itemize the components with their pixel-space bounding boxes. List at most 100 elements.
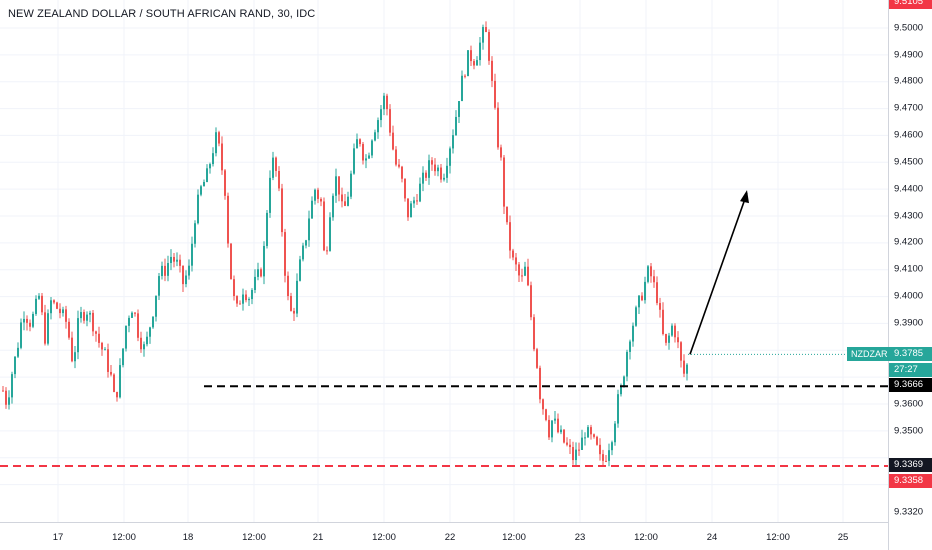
candle-body bbox=[665, 334, 667, 343]
candle-body bbox=[392, 132, 394, 150]
candle-body bbox=[431, 160, 433, 165]
candle-body bbox=[569, 444, 571, 448]
candle-body bbox=[206, 168, 208, 182]
candle-body bbox=[425, 172, 427, 178]
candle-body bbox=[362, 144, 364, 161]
candle-body bbox=[77, 318, 79, 353]
candle-body bbox=[332, 195, 334, 218]
candle-body bbox=[413, 200, 415, 204]
candle-body bbox=[401, 166, 403, 179]
candle-body bbox=[245, 294, 247, 301]
candle-body bbox=[176, 259, 178, 262]
candle-body bbox=[299, 259, 301, 281]
candle-body bbox=[341, 194, 343, 202]
candle-body bbox=[410, 203, 412, 218]
time-tick: 12:00 bbox=[766, 532, 790, 543]
candle-body bbox=[35, 298, 37, 314]
countdown-label: 27:27 bbox=[889, 363, 932, 377]
candle-body bbox=[8, 397, 10, 405]
candle-body bbox=[626, 351, 628, 377]
candle-body bbox=[185, 275, 187, 285]
time-axis[interactable]: 17 12:00 18 12:00 21 12:00 22 12:00 23 1… bbox=[0, 522, 888, 550]
candle-body bbox=[644, 281, 646, 301]
black-level-label: 9.3666 bbox=[889, 378, 932, 392]
candle-body bbox=[98, 333, 100, 343]
candle-body bbox=[434, 164, 436, 172]
candle-body bbox=[554, 418, 556, 421]
candle-body bbox=[56, 302, 58, 309]
price-tick: 9.4800 bbox=[894, 75, 924, 87]
candle-body bbox=[344, 201, 346, 206]
price-axis[interactable]: 9.5105 9.5000 9.4900 9.4800 9.4700 9.460… bbox=[888, 0, 932, 550]
candle-body bbox=[566, 442, 568, 445]
candle-body bbox=[110, 371, 112, 375]
candle-body bbox=[512, 250, 514, 258]
candle-body bbox=[560, 429, 562, 433]
price-tick: 9.4100 bbox=[894, 263, 924, 275]
candle-body bbox=[416, 200, 418, 202]
candle-body bbox=[650, 266, 652, 277]
candlestick-chart[interactable] bbox=[0, 0, 888, 522]
candle-body bbox=[53, 300, 55, 303]
red-level-lower-label: 9.3358 bbox=[889, 474, 932, 488]
candle-body bbox=[656, 282, 658, 304]
candle-body bbox=[515, 257, 517, 265]
candle-body bbox=[503, 157, 505, 207]
time-tick: 12:00 bbox=[372, 532, 396, 543]
chart-area[interactable]: NEW ZEALAND DOLLAR / SOUTH AFRICAN RAND,… bbox=[0, 0, 888, 522]
candle-body bbox=[602, 454, 604, 461]
candle-body bbox=[137, 313, 139, 338]
candle-body bbox=[470, 50, 472, 62]
candle-body bbox=[659, 303, 661, 310]
time-tick: 12:00 bbox=[502, 532, 526, 543]
candle-body bbox=[485, 27, 487, 33]
candle-body bbox=[209, 164, 211, 169]
candle-body bbox=[500, 147, 502, 158]
candle-body bbox=[239, 303, 241, 305]
candle-body bbox=[353, 148, 355, 174]
candle-body bbox=[95, 331, 97, 334]
price-tick: 9.5000 bbox=[894, 22, 924, 34]
candle-body bbox=[38, 295, 40, 299]
candle-body bbox=[677, 337, 679, 343]
candle-body bbox=[263, 245, 265, 277]
candle-body bbox=[359, 139, 361, 145]
time-tick: 17 bbox=[52, 532, 64, 543]
candle-body bbox=[179, 259, 181, 266]
candle-body bbox=[419, 183, 421, 202]
candle-body bbox=[65, 309, 67, 322]
candle-body bbox=[608, 450, 610, 461]
candle-body bbox=[158, 276, 160, 296]
candle-body bbox=[575, 449, 577, 461]
candle-body bbox=[224, 170, 226, 196]
candle-body bbox=[671, 325, 673, 336]
time-tick: 18 bbox=[182, 532, 194, 543]
candle-body bbox=[476, 60, 478, 66]
time-tick: 12:00 bbox=[242, 532, 266, 543]
candle-body bbox=[50, 300, 52, 314]
price-tick: 9.4900 bbox=[894, 49, 924, 61]
candle-body bbox=[320, 198, 322, 202]
candle-body bbox=[668, 335, 670, 343]
candle-body bbox=[29, 322, 31, 327]
candle-body bbox=[407, 198, 409, 218]
candle-body bbox=[131, 312, 133, 318]
candle-body bbox=[338, 176, 340, 195]
time-tick: 25 bbox=[837, 532, 849, 543]
candle-body bbox=[647, 266, 649, 282]
current-price-label: 9.3785 bbox=[889, 347, 932, 361]
candle-body bbox=[152, 316, 154, 328]
time-tick: 22 bbox=[444, 532, 456, 543]
candle-body bbox=[284, 232, 286, 276]
candle-body bbox=[563, 429, 565, 443]
candle-body bbox=[221, 143, 223, 171]
candle-body bbox=[548, 419, 550, 438]
candle-body bbox=[599, 444, 601, 455]
candle-body bbox=[395, 149, 397, 165]
candle-body bbox=[302, 245, 304, 260]
candle-body bbox=[539, 367, 541, 400]
candle-body bbox=[251, 289, 253, 300]
price-tick: 9.3320 bbox=[894, 506, 924, 518]
candle-body bbox=[518, 264, 520, 276]
candle-body bbox=[203, 181, 205, 187]
